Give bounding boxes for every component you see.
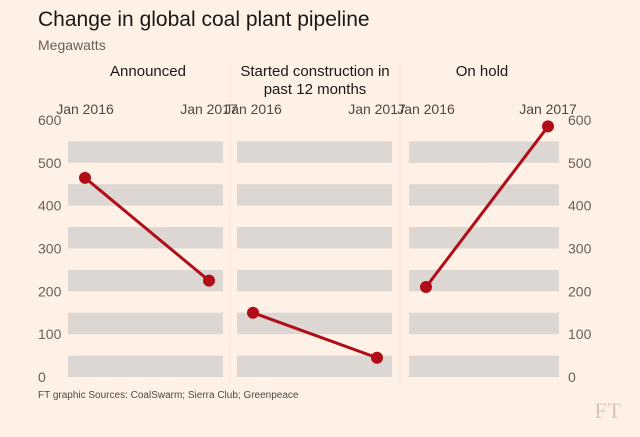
grid-band: [237, 312, 392, 335]
chart-subtitle: Megawatts: [38, 37, 106, 53]
grid-band: [409, 355, 559, 377]
y-tick-label-left: 200: [38, 283, 62, 299]
grid-band: [237, 269, 392, 292]
grid-band: [68, 141, 223, 163]
ft-logo: FT: [594, 398, 622, 423]
y-tick-label-left: 600: [38, 112, 62, 128]
source-note: FT graphic Sources: CoalSwarm; Sierra Cl…: [38, 390, 299, 401]
x-tick-label: Jan 2016: [56, 101, 114, 117]
grid-band: [237, 184, 392, 206]
data-point-jan-2016: [420, 281, 432, 294]
panel-title-started-construction: Started construction in past 12 months: [240, 63, 390, 98]
grid-band: [237, 141, 392, 163]
data-point-jan-2017: [203, 274, 215, 287]
series-line: [424, 125, 550, 288]
grid-band: [409, 141, 559, 163]
grid-band: [68, 355, 223, 377]
y-tick-label-left: 100: [38, 326, 62, 342]
data-point-jan-2016: [79, 171, 91, 184]
y-tick-label-right: 200: [568, 283, 592, 299]
x-tick-label: Jan 2017: [519, 101, 577, 117]
grid-band: [237, 355, 392, 377]
panel-title-announced: Announced: [110, 63, 186, 80]
series-line: [252, 311, 378, 360]
grid-band: [68, 269, 223, 292]
grid-band: [409, 184, 559, 206]
series-line: [84, 176, 210, 282]
y-tick-label-left: 0: [38, 369, 46, 385]
grid-band: [237, 227, 392, 249]
grid-band: [68, 312, 223, 335]
y-tick-label-right: 0: [568, 369, 576, 385]
grid-band: [68, 184, 223, 206]
y-tick-label-right: 400: [568, 198, 592, 214]
panel-title-on-hold: On hold: [455, 63, 509, 80]
grid-band: [68, 227, 223, 249]
y-tick-label-right: 100: [568, 326, 592, 342]
chart-title: Change in global coal plant pipeline: [38, 8, 370, 31]
x-tick-label: Jan 2017: [348, 101, 406, 117]
y-tick-label-right: 600: [568, 112, 592, 128]
grid-band: [409, 312, 559, 335]
y-tick-label-right: 300: [568, 241, 592, 257]
grid-band: [409, 227, 559, 249]
data-point-jan-2017: [371, 351, 383, 364]
x-tick-label: Jan 2016: [397, 101, 455, 117]
x-tick-label: Jan 2016: [224, 101, 282, 117]
y-tick-label-left: 500: [38, 155, 62, 171]
y-tick-label-right: 500: [568, 155, 592, 171]
x-tick-label: Jan 2017: [180, 101, 238, 117]
y-tick-label-left: 400: [38, 198, 62, 214]
grid-band: [409, 269, 559, 292]
data-point-jan-2016: [247, 306, 259, 319]
data-point-jan-2017: [542, 120, 554, 133]
y-tick-label-left: 300: [38, 241, 62, 257]
